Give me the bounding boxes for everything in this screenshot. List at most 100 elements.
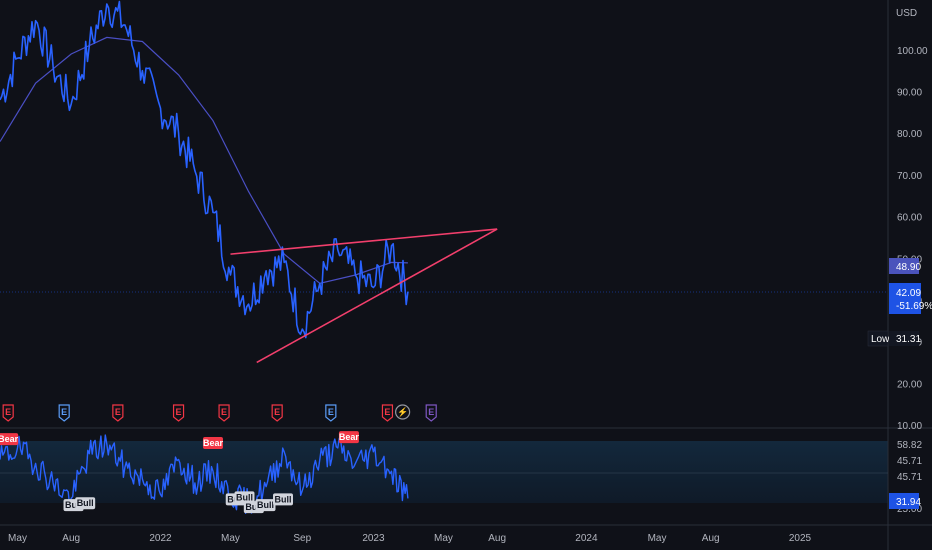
signal-badge xyxy=(255,499,276,512)
signal-badge xyxy=(75,497,96,510)
signal-label: Bull xyxy=(274,494,291,504)
y-tick-label: 100.00 xyxy=(897,46,928,57)
earnings-marker-label: E xyxy=(274,407,280,417)
bull-signal[interactable]: Bull xyxy=(255,499,276,512)
price-series-group xyxy=(0,0,498,364)
earnings-marker-shape xyxy=(325,404,337,422)
earnings-marker-label: E xyxy=(384,407,390,417)
y-tick-label: 70.00 xyxy=(897,171,922,182)
oscillator-value-tag: 31.94 xyxy=(889,493,921,509)
earnings-marker-label: E xyxy=(221,407,227,417)
x-tick-label: Aug xyxy=(488,533,506,544)
last-price-value: 42.09 xyxy=(896,288,921,299)
signal-label: Bull xyxy=(236,492,253,502)
earnings-marker-label: E xyxy=(328,407,334,417)
y-tick-label: 60.00 xyxy=(897,213,922,224)
x-tick-label: 2024 xyxy=(575,533,598,544)
x-tick-label: May xyxy=(8,533,27,544)
earnings-marker-label: E xyxy=(428,407,434,417)
signal-badge xyxy=(338,431,359,444)
y-tick-label: 80.00 xyxy=(897,129,922,140)
oscillator-tick-label: 58.82 xyxy=(897,440,922,451)
x-tick-label: May xyxy=(434,533,453,544)
bull-signal[interactable]: Bull xyxy=(272,493,293,506)
signal-badge xyxy=(202,437,223,449)
bear-signal[interactable]: Bear xyxy=(0,433,19,446)
bull-signal[interactable]: Bull xyxy=(75,497,96,510)
earnings-marker-label: ⚡ xyxy=(397,406,408,418)
low-price-tag: Low 31.31 xyxy=(867,330,921,347)
bear-signal[interactable]: Bear xyxy=(203,437,224,449)
flash-event-circle xyxy=(395,404,411,420)
time-axis[interactable]: May Aug 2022 May Sep 2023 May Aug 2024 May Aug 2025 xyxy=(8,533,811,544)
signal-label: Bear xyxy=(0,434,19,444)
price-line xyxy=(0,0,409,339)
last-price-change: -51.69% xyxy=(896,301,932,312)
earnings-marker-shape xyxy=(271,404,283,422)
y-tick-label: 90.00 xyxy=(897,88,922,99)
signal-label: Bull xyxy=(65,500,82,510)
signal-badge xyxy=(272,493,293,506)
earnings-marker-label: E xyxy=(115,407,121,417)
earnings-marker[interactable]: E xyxy=(325,404,337,422)
signal-label: Bear xyxy=(339,432,360,442)
earnings-marker-label: E xyxy=(5,407,11,417)
earnings-marker-shape xyxy=(425,404,437,422)
oscillator-band xyxy=(0,441,888,503)
oscillator-tick-label: 45.71 xyxy=(897,472,922,483)
signal-badge xyxy=(234,491,255,504)
earnings-marker[interactable]: E xyxy=(218,404,230,422)
earnings-marker[interactable]: E xyxy=(381,404,394,422)
earnings-marker[interactable]: E xyxy=(271,404,283,422)
low-value: 31.31 xyxy=(896,334,921,345)
earnings-marker-label: E xyxy=(61,407,67,417)
earnings-marker[interactable]: E xyxy=(112,404,124,422)
earnings-marker-shape xyxy=(381,404,394,422)
oscillator-signals: BearBullBullBearBullBullBullBullBullBear xyxy=(0,431,360,514)
lower-trendline[interactable] xyxy=(256,228,498,364)
ma-price-tag: 48.90 xyxy=(889,258,921,274)
x-tick-label: 2023 xyxy=(362,533,385,544)
oscillator-axis[interactable]: 58.82 45.71 45.71 25.00 xyxy=(897,440,922,515)
x-tick-label: May xyxy=(221,533,240,544)
earnings-marker-shape xyxy=(2,404,14,422)
x-tick-label: Aug xyxy=(62,533,80,544)
earnings-markers: E E E E E E E E ⚡ E xyxy=(2,404,437,422)
earnings-marker-shape xyxy=(112,404,124,422)
bear-signal[interactable]: Bear xyxy=(338,431,360,444)
bull-signal[interactable]: Bull xyxy=(234,491,255,504)
x-tick-label: 2025 xyxy=(789,533,812,544)
earnings-marker[interactable]: E xyxy=(425,404,437,422)
x-tick-label: 2022 xyxy=(149,533,172,544)
flash-event-marker[interactable]: ⚡ xyxy=(395,404,411,420)
earnings-marker-shape xyxy=(172,404,185,422)
low-value-background xyxy=(889,331,919,346)
signal-label: Bull xyxy=(245,502,262,512)
low-label-background xyxy=(867,330,889,347)
earnings-marker-shape xyxy=(58,404,70,422)
currency-label: USD xyxy=(896,8,917,19)
y-tick-label: 10.00 xyxy=(897,421,922,432)
signal-label: Bull xyxy=(257,500,274,510)
earnings-marker-label: E xyxy=(176,407,182,417)
ma-tag-value: 48.90 xyxy=(896,262,921,273)
x-tick-label: Aug xyxy=(702,533,720,544)
earnings-marker[interactable]: E xyxy=(2,404,14,422)
oscillator-tick-label: 25.00 xyxy=(897,504,922,515)
oscillator-tick-label: 45.71 xyxy=(897,456,922,467)
last-price-tag-background xyxy=(889,283,921,314)
low-label: Low xyxy=(871,334,890,345)
signal-label: Bear xyxy=(203,438,224,448)
x-tick-label: Sep xyxy=(293,533,311,544)
upper-trendline[interactable] xyxy=(230,228,498,255)
earnings-marker-shape xyxy=(218,404,230,422)
earnings-marker[interactable]: E xyxy=(58,404,70,422)
signal-label: Bull xyxy=(77,498,94,508)
oscillator-current-value: 31.94 xyxy=(896,497,921,508)
y-tick-label: 20.00 xyxy=(897,379,922,390)
oscillator-tag-background xyxy=(889,493,919,509)
ma-tag-background xyxy=(889,258,919,274)
earnings-marker[interactable]: E xyxy=(172,404,185,422)
signal-badge xyxy=(0,433,19,446)
